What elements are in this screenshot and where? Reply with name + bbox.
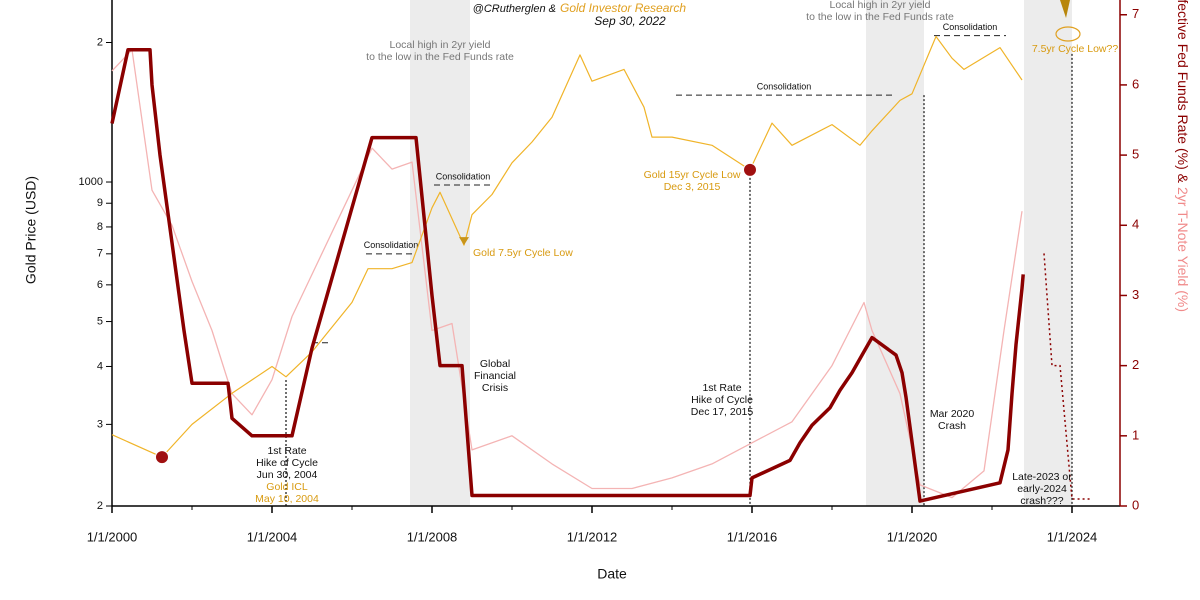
consolidation-label: Consolidation [757, 81, 812, 91]
annotation: to the low in the Fed Funds rate [366, 51, 514, 63]
consolidation-label: Consolidation [436, 171, 491, 181]
x-axis-label: Date [597, 566, 627, 582]
y2-tick-label: 4 [1132, 217, 1139, 232]
annotation: 1st Rate [702, 382, 741, 394]
consolidation-label: Consolidation [943, 22, 998, 32]
annotation: Dec 3, 2015 [664, 181, 721, 193]
annotation: Mar 2020 [930, 408, 975, 420]
x-tick-label: 1/1/2008 [407, 529, 458, 544]
cycle-low-marker [743, 162, 757, 177]
annotation: Gold 7.5yr Cycle Low [473, 247, 573, 259]
arrow-decoration [1060, 0, 1070, 18]
cycle-low-marker [155, 450, 169, 465]
y-tick-label: 4 [97, 360, 103, 372]
y2-tick-label: 5 [1132, 147, 1139, 162]
x-tick-label: 1/1/2004 [247, 529, 298, 544]
y2-axis-label: Effective Fed Funds Rate (%) & 2yr T-Note… [1175, 0, 1191, 312]
series-line [1043, 253, 1092, 500]
annotation: Crash [938, 420, 966, 432]
x-tick-label: 1/1/2016 [727, 529, 778, 544]
y2-tick-label: 2 [1132, 357, 1139, 372]
annotation: 7.5yr Cycle Low?? [1032, 43, 1119, 55]
header-date: Sep 30, 2022 [594, 14, 666, 28]
y2-label-part1: Effective Fed Funds Rate (%) & [1175, 0, 1191, 184]
annotation: Financial [474, 370, 516, 382]
x-tick-label: 1/1/2000 [87, 529, 138, 544]
y-tick-label: 2 [97, 36, 103, 48]
annotation: to the low in the Fed Funds rate [806, 11, 954, 23]
y-tick-label: 8 [97, 221, 103, 233]
series-line [110, 48, 1025, 503]
ellipse-decoration [1055, 26, 1081, 42]
y-axis-label: Gold Price (USD) [23, 176, 39, 284]
header-author: @CRutherglen & [473, 3, 556, 15]
annotation: Local high in 2yr yield [390, 39, 491, 51]
y2-tick-label: 7 [1132, 6, 1139, 21]
annotation: Global [480, 358, 510, 370]
y-tick-label: 7 [97, 248, 103, 260]
annotation: Gold 15yr Cycle Low [644, 169, 741, 181]
annotation: Crisis [482, 382, 508, 394]
y2-tick-label: 0 [1132, 497, 1139, 512]
header-org: Gold Investor Research [560, 1, 686, 15]
cycle-low-marker [459, 237, 469, 246]
annotation: Hike of Cycle [256, 457, 318, 469]
x-tick-label: 1/1/2020 [887, 529, 938, 544]
y2-tick-label: 3 [1132, 287, 1139, 302]
y-tick-label: 1000 [79, 176, 103, 188]
shaded-period [410, 0, 470, 506]
annotation: Hike of Cycle [691, 394, 753, 406]
y-tick-label: 9 [97, 197, 103, 209]
annotation: 1st Rate [267, 445, 306, 457]
annotation: Jun 30, 2004 [257, 469, 318, 481]
x-tick-label: 1/1/2012 [567, 529, 618, 544]
y-tick-label: 2 [97, 500, 103, 512]
y2-label-part2: 2yr T-Note Yield (%) [1175, 187, 1191, 312]
annotation: crash??? [1020, 495, 1063, 507]
annotation: Late-2023 or [1012, 471, 1072, 483]
series-line [111, 35, 1023, 458]
consolidation-label: Consolidation [364, 240, 419, 250]
series-line [111, 49, 1023, 499]
x-tick-label: 1/1/2024 [1047, 529, 1098, 544]
annotation: Local high in 2yr yield [830, 0, 931, 11]
y2-tick-label: 1 [1132, 427, 1139, 442]
annotation: early-2024 [1017, 483, 1067, 495]
shaded-period [866, 0, 924, 506]
shaded-period [1024, 0, 1072, 506]
annotation: Gold ICL [266, 481, 308, 493]
annotation: Dec 17, 2015 [691, 406, 754, 418]
y-tick-label: 3 [97, 418, 103, 430]
annotation: May 10, 2004 [255, 493, 319, 505]
y-tick-label: 5 [97, 315, 103, 327]
y2-tick-label: 6 [1132, 76, 1139, 91]
y-tick-label: 6 [97, 279, 103, 291]
